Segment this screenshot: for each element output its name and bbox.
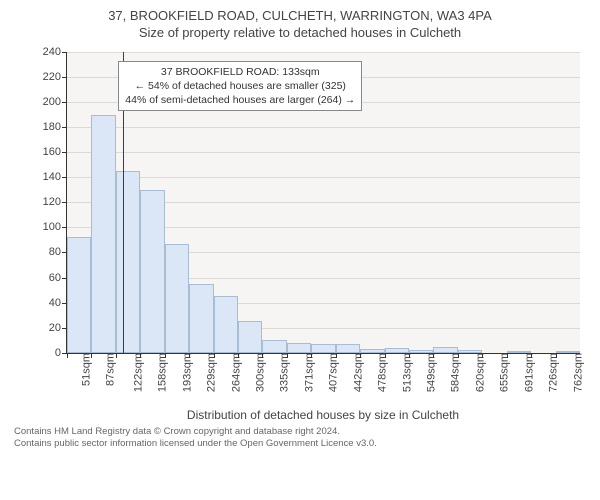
x-tick <box>238 353 239 358</box>
y-tick-label: 180 <box>43 121 67 133</box>
histogram-bar <box>311 344 335 353</box>
x-tick <box>189 353 190 358</box>
x-tick-label: 655sqm <box>493 353 511 392</box>
x-tick <box>531 353 532 358</box>
y-tick-label: 160 <box>43 146 67 158</box>
gridline <box>67 127 580 128</box>
x-tick <box>409 353 410 358</box>
y-tick-label: 0 <box>55 347 67 359</box>
x-axis-label: Distribution of detached houses by size … <box>66 408 580 422</box>
x-tick <box>262 353 263 358</box>
y-tick-label: 140 <box>43 171 67 183</box>
x-tick <box>360 353 361 358</box>
x-tick-label: 51sqm <box>75 353 93 386</box>
x-tick-label: 584sqm <box>444 353 462 392</box>
x-tick-label: 442sqm <box>346 353 364 392</box>
gridline <box>67 177 580 178</box>
chart-area: Number of detached properties 0204060801… <box>10 44 590 424</box>
y-tick-label: 240 <box>43 46 67 58</box>
x-tick <box>385 353 386 358</box>
x-tick-label: 264sqm <box>224 353 242 392</box>
x-tick <box>433 353 434 358</box>
footer-line1: Contains HM Land Registry data © Crown c… <box>14 426 590 438</box>
footer-line2: Contains public sector information licen… <box>14 438 590 450</box>
x-tick <box>67 353 68 358</box>
x-tick-label: 371sqm <box>297 353 315 392</box>
x-tick <box>458 353 459 358</box>
x-tick-label: 300sqm <box>249 353 267 392</box>
y-tick-label: 80 <box>49 246 67 258</box>
y-tick-label: 220 <box>43 71 67 83</box>
histogram-bar <box>433 347 457 353</box>
x-tick <box>287 353 288 358</box>
x-tick-label: 193sqm <box>175 353 193 392</box>
plot-area: 02040608010012014016018020022024051sqm87… <box>66 52 580 354</box>
x-tick-label: 87sqm <box>99 353 117 386</box>
x-tick <box>507 353 508 358</box>
y-tick-label: 60 <box>49 272 67 284</box>
x-tick-label: 620sqm <box>468 353 486 392</box>
x-tick <box>482 353 483 358</box>
histogram-bar <box>336 344 360 353</box>
x-tick-label: 478sqm <box>371 353 389 392</box>
x-tick-label: 762sqm <box>566 353 584 392</box>
x-tick-label: 407sqm <box>322 353 340 392</box>
histogram-bar <box>91 115 115 353</box>
histogram-bar <box>262 340 286 353</box>
x-tick-label: 549sqm <box>420 353 438 392</box>
y-tick-label: 200 <box>43 96 67 108</box>
x-tick <box>336 353 337 358</box>
histogram-bar <box>67 237 91 352</box>
histogram-bar <box>140 190 164 353</box>
histogram-bar <box>165 244 189 353</box>
x-tick-label: 691sqm <box>517 353 535 392</box>
footer-attribution: Contains HM Land Registry data © Crown c… <box>10 426 590 451</box>
histogram-bar <box>116 171 140 353</box>
x-tick-label: 513sqm <box>395 353 413 392</box>
x-tick <box>165 353 166 358</box>
histogram-bar <box>287 343 311 353</box>
chart-title-line2: Size of property relative to detached ho… <box>10 25 590 42</box>
x-tick <box>311 353 312 358</box>
gridline <box>67 52 580 53</box>
histogram-bar <box>189 284 213 353</box>
y-tick-label: 100 <box>43 221 67 233</box>
x-tick-label: 726sqm <box>542 353 560 392</box>
y-tick-label: 40 <box>49 297 67 309</box>
x-tick-label: 122sqm <box>126 353 144 392</box>
x-tick-label: 158sqm <box>151 353 169 392</box>
annotation-box: 37 BROOKFIELD ROAD: 133sqm ← 54% of deta… <box>118 61 362 112</box>
x-tick-label: 335sqm <box>273 353 291 392</box>
chart-title-line1: 37, BROOKFIELD ROAD, CULCHETH, WARRINGTO… <box>10 8 590 25</box>
annotation-line2: ← 54% of detached houses are smaller (32… <box>125 79 355 93</box>
x-tick <box>91 353 92 358</box>
annotation-line1: 37 BROOKFIELD ROAD: 133sqm <box>125 65 355 79</box>
x-tick <box>140 353 141 358</box>
x-tick-label: 229sqm <box>200 353 218 392</box>
histogram-bar <box>238 321 262 352</box>
histogram-bar <box>214 296 238 352</box>
annotation-line3: 44% of semi-detached houses are larger (… <box>125 93 355 107</box>
y-tick-label: 120 <box>43 196 67 208</box>
x-tick <box>214 353 215 358</box>
y-tick-label: 20 <box>49 322 67 334</box>
gridline <box>67 152 580 153</box>
x-tick <box>556 353 557 358</box>
x-tick <box>116 353 117 358</box>
